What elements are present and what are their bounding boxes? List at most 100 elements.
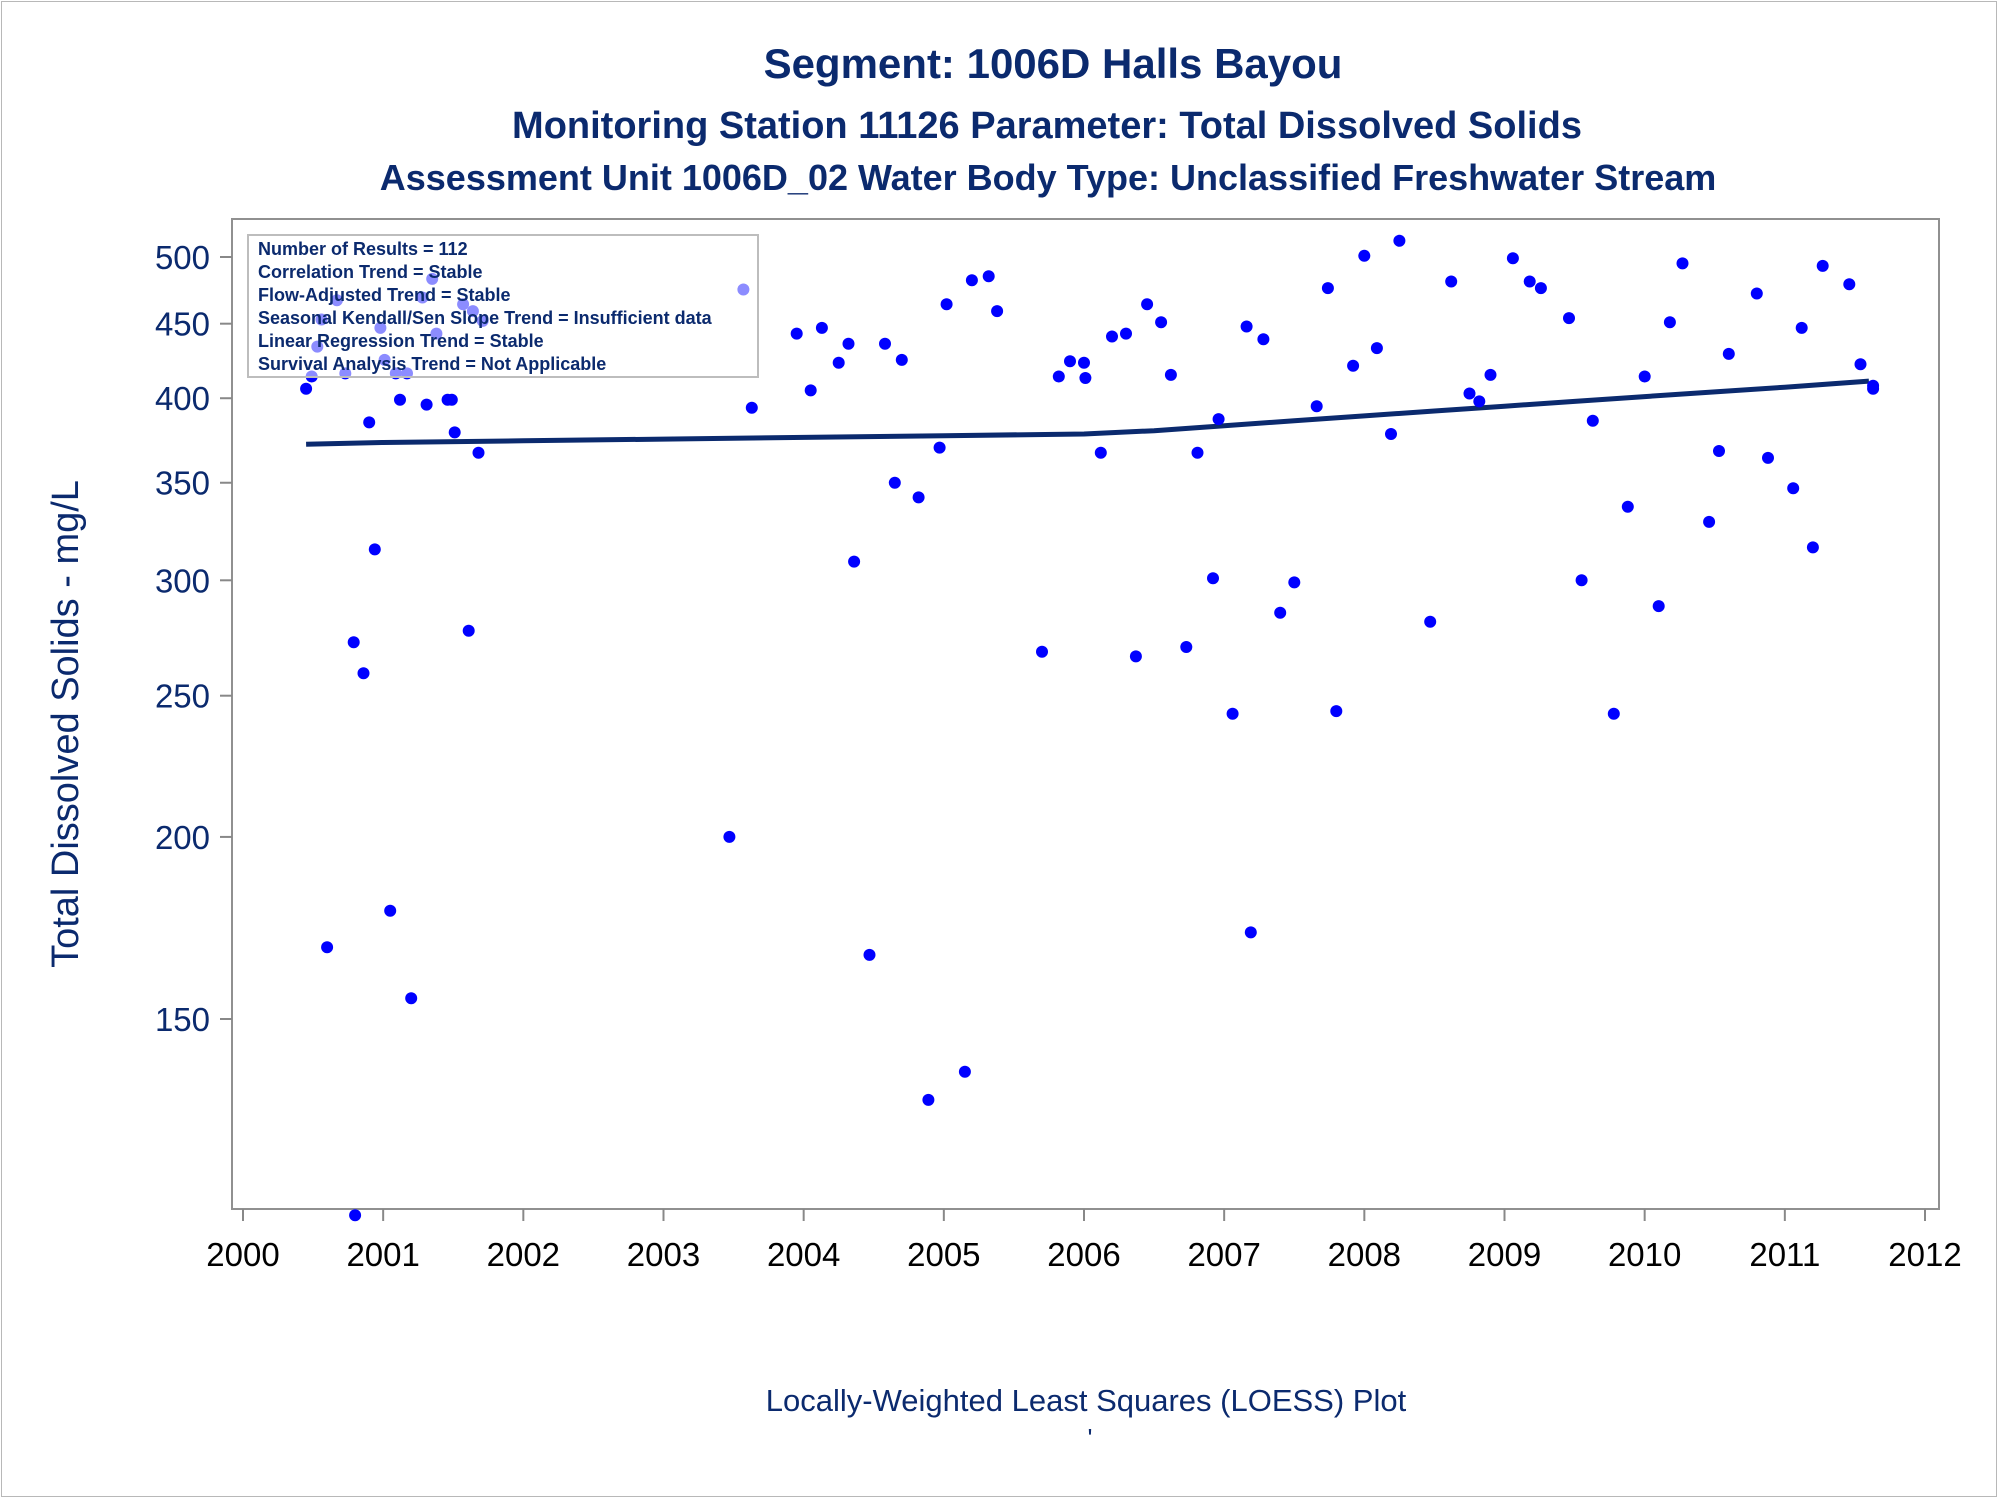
x-tick-label: 2003 xyxy=(627,1236,700,1273)
data-point xyxy=(848,555,861,568)
y-tick-label: 300 xyxy=(155,562,210,599)
data-point xyxy=(1120,327,1132,340)
data-point xyxy=(1867,382,1880,395)
data-point xyxy=(879,337,891,350)
x-tick-label: 2000 xyxy=(206,1236,279,1273)
data-point xyxy=(1750,287,1763,300)
data-point xyxy=(1129,650,1142,663)
data-point xyxy=(933,441,946,454)
data-point xyxy=(1563,312,1575,325)
data-point xyxy=(368,543,381,556)
data-point xyxy=(1703,515,1716,528)
x-tick-label: 2006 xyxy=(1047,1236,1120,1273)
data-point xyxy=(1321,282,1334,295)
data-point xyxy=(982,270,995,283)
data-point xyxy=(1575,574,1588,587)
data-point xyxy=(472,446,485,459)
data-point xyxy=(1106,330,1118,343)
data-point xyxy=(357,667,370,680)
plot-frame xyxy=(231,218,1940,1210)
chart-title: Segment: 1006D Halls Bayou xyxy=(764,40,1343,87)
data-point xyxy=(1240,320,1253,333)
x-tick-label: 2004 xyxy=(767,1236,840,1273)
data-point xyxy=(1310,400,1323,413)
y-tick-label: 250 xyxy=(155,678,210,715)
data-point xyxy=(448,426,461,439)
data-point xyxy=(1191,446,1204,459)
data-point xyxy=(912,491,925,504)
y-tick-label: 350 xyxy=(155,465,210,502)
data-point xyxy=(1534,282,1547,295)
data-point xyxy=(1586,414,1599,427)
data-point xyxy=(1064,355,1076,368)
data-point xyxy=(745,401,758,414)
data-point xyxy=(1795,321,1808,334)
stats-line: Number of Results = 112 xyxy=(258,239,468,259)
y-tick-label: 150 xyxy=(155,1001,210,1038)
data-point xyxy=(1288,576,1301,589)
x-tick-label: 2007 xyxy=(1187,1236,1260,1273)
y-tick-label: 450 xyxy=(155,306,210,343)
stats-box-frame xyxy=(247,234,759,378)
x-tick-label: 2011 xyxy=(1749,1236,1820,1273)
stats-line: Correlation Trend = Stable xyxy=(258,262,483,282)
data-point xyxy=(1523,275,1536,288)
data-point xyxy=(1607,707,1620,720)
data-point xyxy=(815,321,828,334)
x-tick-label: 2008 xyxy=(1328,1236,1401,1273)
data-point xyxy=(1843,278,1856,291)
chart-subtitle-2: Assessment Unit 1006D_02 Water Body Type… xyxy=(380,157,1717,198)
data-point xyxy=(1274,606,1287,619)
data-point xyxy=(1722,347,1735,360)
data-point xyxy=(1484,368,1497,381)
data-point xyxy=(1330,705,1343,718)
data-point xyxy=(1762,451,1774,464)
data-point xyxy=(958,1065,971,1078)
data-point xyxy=(1816,259,1829,272)
data-point xyxy=(405,992,418,1005)
x-tick-label: 2002 xyxy=(487,1236,560,1273)
x-axis: 2000 2001 2002 2003 2004 2005 2006 2007 2008 2009… xyxy=(206,1209,1962,1273)
data-point xyxy=(363,416,376,429)
data-point xyxy=(1854,358,1867,371)
data-point xyxy=(420,398,433,411)
data-point xyxy=(723,830,736,843)
data-point xyxy=(922,1093,935,1106)
data-point xyxy=(1663,316,1676,329)
data-point xyxy=(895,353,908,366)
data-point xyxy=(1164,368,1177,381)
data-point xyxy=(804,384,817,397)
x-tick-label: 2005 xyxy=(907,1236,980,1273)
data-point xyxy=(1257,333,1270,346)
data-point xyxy=(1370,342,1383,355)
stats-line: Flow-Adjusted Trend = Stable xyxy=(258,285,511,305)
data-point xyxy=(1638,370,1651,383)
data-point xyxy=(321,941,334,954)
data-point xyxy=(1393,234,1406,247)
data-point xyxy=(1806,541,1819,554)
data-point xyxy=(842,337,855,350)
data-point xyxy=(347,636,360,649)
data-point xyxy=(965,274,978,287)
data-point xyxy=(1713,445,1725,457)
data-point xyxy=(349,1209,362,1222)
data-point xyxy=(1473,395,1486,408)
data-point xyxy=(1207,572,1219,585)
data-point xyxy=(394,393,406,406)
data-point xyxy=(1036,645,1048,658)
y-axis-label: Total Dissolved Solids - mg/L xyxy=(45,480,87,968)
data-point xyxy=(1463,387,1476,400)
data-point xyxy=(1180,641,1193,653)
data-points xyxy=(300,234,1880,1222)
data-point xyxy=(300,382,313,395)
data-point xyxy=(1141,298,1154,311)
data-point xyxy=(1052,370,1065,383)
stats-line: Linear Regression Trend = Stable xyxy=(258,331,544,351)
data-point xyxy=(863,948,876,961)
x-tick-label: 2001 xyxy=(346,1236,419,1273)
x-tick-label: 2009 xyxy=(1468,1236,1541,1273)
x-tick-label: 2012 xyxy=(1888,1236,1961,1273)
